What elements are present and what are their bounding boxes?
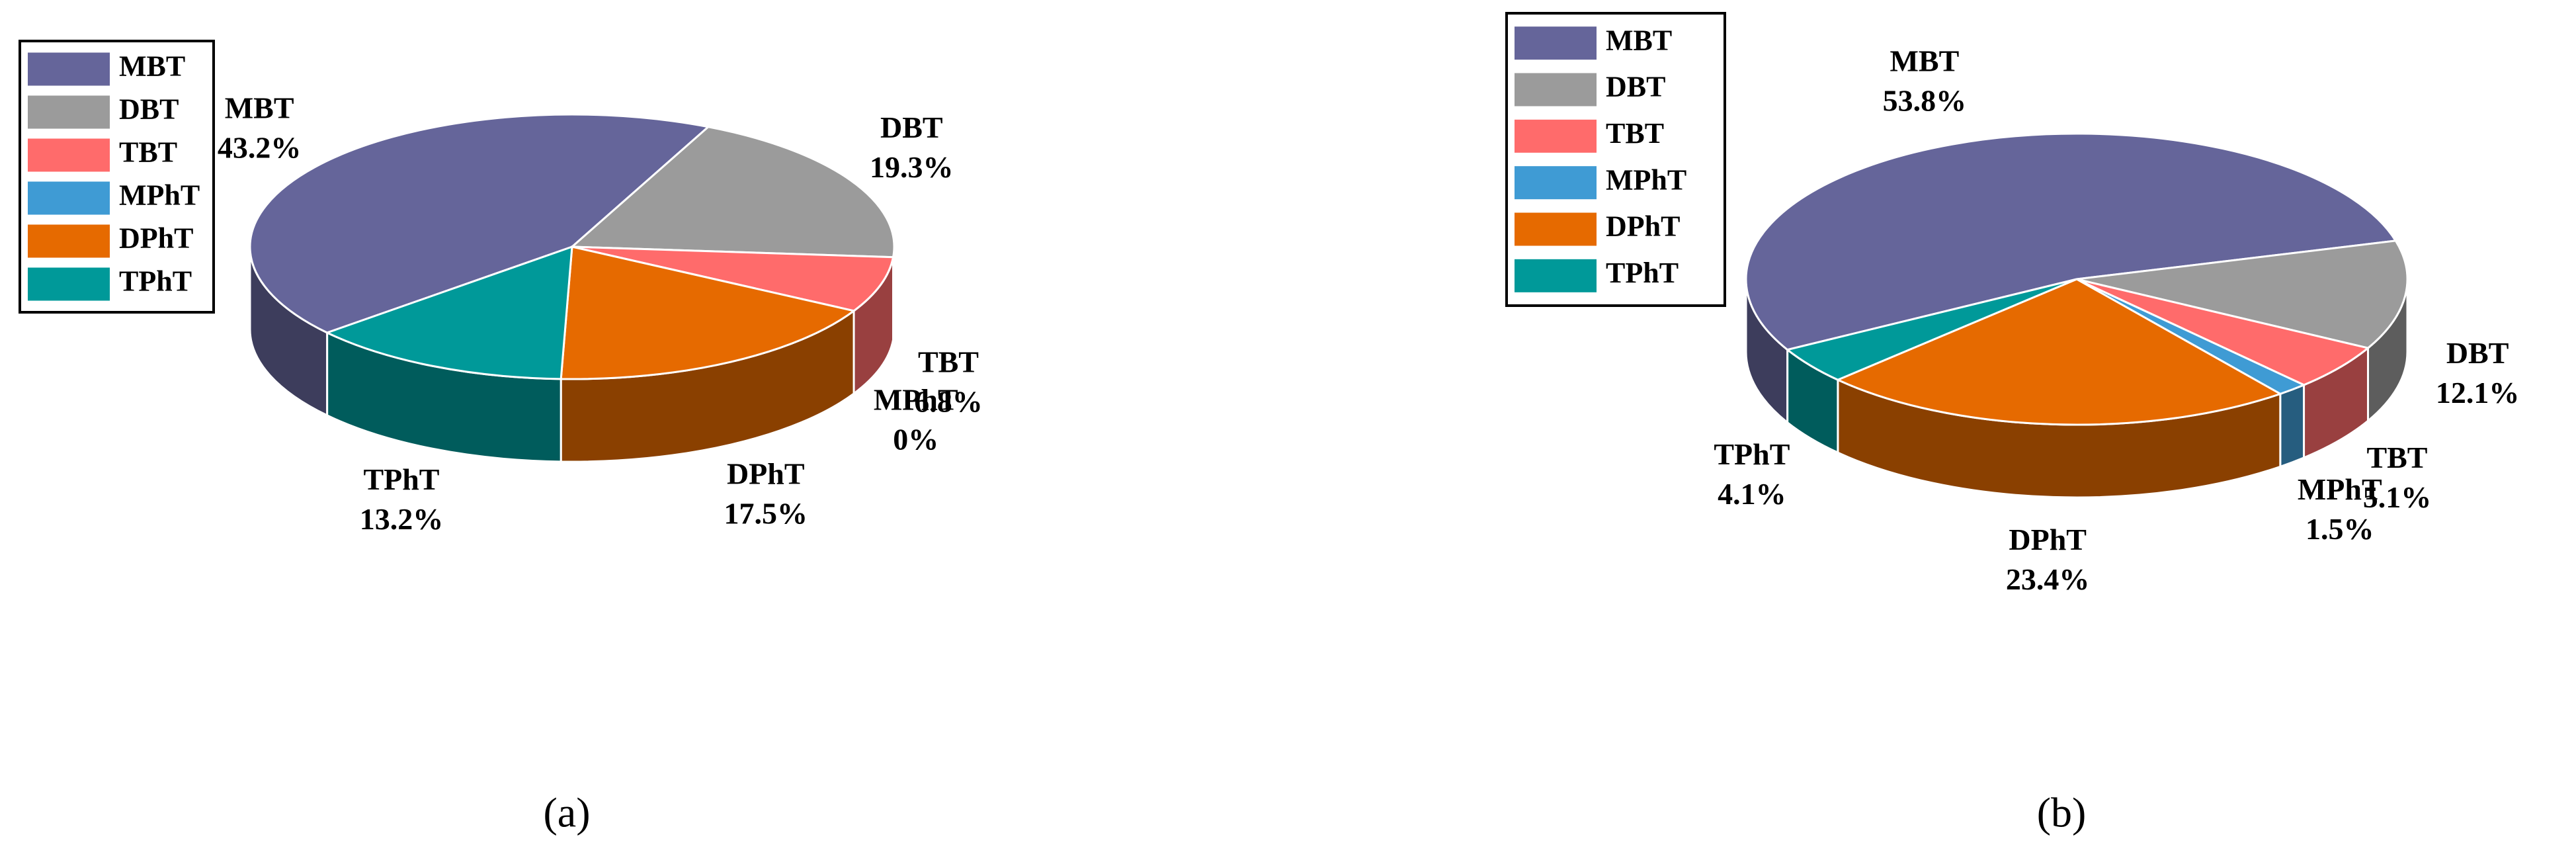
- legend-label: TBT: [1606, 117, 1664, 150]
- slice: [1835, 278, 2283, 426]
- legend-swatch: [28, 95, 110, 129]
- legend: MBT DBT TBT MPhT DPhT TPhT: [19, 40, 215, 314]
- legend-label: DPhT: [1606, 210, 1680, 243]
- legend-swatch: [28, 224, 110, 258]
- label-value: 23.4%: [2006, 562, 2090, 596]
- legend-swatch: [28, 267, 110, 301]
- label-value: 43.2%: [218, 130, 302, 164]
- slice: [569, 126, 895, 259]
- label-name: MBT: [1890, 44, 1960, 77]
- label-value: 12.1%: [2436, 375, 2520, 409]
- legend-label: DBT: [1606, 71, 1665, 103]
- label-value: 5.1%: [2363, 480, 2432, 513]
- legend-swatch: [1515, 166, 1597, 200]
- data-label: TBT 5.1%: [2363, 440, 2432, 513]
- data-label: MPhT 1.5%: [2298, 472, 2382, 545]
- label-name: MPhT: [2298, 472, 2382, 505]
- legend-swatch: [1515, 73, 1597, 107]
- caption: (a): [543, 789, 590, 836]
- legend-label: MPhT: [119, 179, 200, 212]
- slice: [1785, 278, 2077, 381]
- label-name: DBT: [880, 110, 943, 144]
- slice: [560, 245, 856, 380]
- legend-label: DPhT: [119, 222, 193, 255]
- label-value: 0%: [893, 422, 938, 456]
- legend-label: MPhT: [1606, 163, 1686, 196]
- label-value: 53.8%: [1883, 83, 1967, 117]
- label-name: MPhT: [874, 382, 958, 416]
- legend-box: [1505, 12, 1726, 307]
- data-label: MBT 43.2%: [218, 91, 302, 164]
- legend-label: TPhT: [1606, 257, 1679, 289]
- legend-swatch: [28, 138, 110, 172]
- legend-label: DBT: [119, 93, 179, 126]
- legend-label: TBT: [119, 136, 177, 169]
- label-value: 1.5%: [2306, 511, 2374, 545]
- legend-swatch: [1515, 259, 1597, 292]
- legend-box: [19, 40, 215, 314]
- label-value: 13.2%: [360, 502, 444, 536]
- label-name: DPhT: [2009, 523, 2087, 556]
- legend-swatch: [1515, 119, 1597, 153]
- slice: [571, 245, 895, 312]
- data-label: TPhT 13.2%: [360, 462, 444, 536]
- label-value: 4.1%: [1718, 477, 1786, 511]
- label-value: 6.8%: [914, 384, 983, 418]
- slice-side: [2279, 383, 2306, 468]
- slice: [2076, 239, 2409, 349]
- data-label: MBT 53.8%: [1883, 44, 1967, 117]
- legend-label: MBT: [119, 50, 185, 83]
- data-label: DBT 19.3%: [870, 110, 954, 184]
- data-label: DPhT 17.5%: [724, 456, 808, 530]
- label-value: 17.5%: [724, 496, 808, 530]
- legend-label: TPhT: [119, 265, 192, 298]
- legend-swatch: [28, 181, 110, 215]
- label-name: MBT: [225, 91, 294, 124]
- legend-label: MBT: [1606, 24, 1672, 56]
- slice: [324, 245, 573, 380]
- data-label: TBT 6.8%: [914, 345, 983, 418]
- label-name: TPhT: [1714, 437, 1790, 471]
- slice: [1745, 132, 2397, 351]
- data-label: DBT 12.1%: [2436, 335, 2520, 409]
- label-value: 19.3%: [870, 150, 954, 184]
- label-name: DBT: [2446, 335, 2509, 369]
- slice: [2076, 278, 2370, 386]
- label-name: TBT: [2366, 440, 2427, 474]
- pie: MBT 53.8% DBT 12.1% TBT 5.1%MPhT 1.5% DPhT 23.4%…: [1714, 44, 2519, 596]
- legend-swatch: [1515, 26, 1597, 60]
- pie: MBT 43.2% DBT 19.3% TBT 6.8%MPhT 0% DPhT 17.5% TP…: [218, 91, 983, 536]
- label-name: TPhT: [363, 462, 439, 496]
- data-label: TPhT 4.1%: [1714, 437, 1790, 511]
- legend: MBT DBT TBT MPhT DPhT TPhT: [1505, 12, 1726, 307]
- legend-swatch: [1515, 212, 1597, 246]
- slice: [249, 113, 711, 334]
- caption: (b): [2037, 789, 2087, 836]
- label-name: DPhT: [727, 456, 805, 490]
- legend-swatch: [28, 52, 110, 86]
- label-name: TBT: [918, 345, 979, 378]
- data-label: MPhT 0%: [874, 382, 958, 456]
- data-label: DPhT 23.4%: [2006, 523, 2090, 596]
